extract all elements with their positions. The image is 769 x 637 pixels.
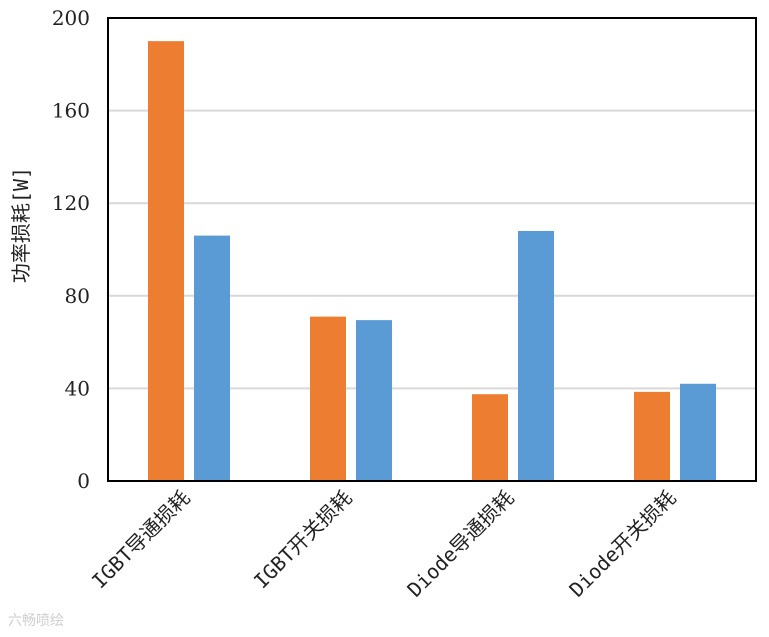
bars: [148, 41, 716, 482]
y-axis-label: 功率损耗[W]: [9, 167, 33, 283]
y-tick-label: 200: [52, 6, 90, 30]
y-tick-label: 40: [65, 376, 90, 400]
x-tick-label: IGBT开关损耗: [249, 486, 357, 594]
x-tick-labels: IGBT导通损耗 IGBT开关损耗 Diode导通损耗 Diode开关损耗: [87, 486, 681, 602]
bar-2-series-0: [472, 394, 508, 481]
bar-3-series-1: [680, 383, 716, 481]
y-tick-labels: 0 40 80 120 160 200: [52, 6, 90, 493]
bar-0-series-0: [148, 41, 184, 482]
x-tick-label: Diode开关损耗: [564, 486, 680, 602]
bar-2-series-1: [518, 230, 554, 481]
bar-1-series-1: [356, 320, 392, 481]
bar-1-series-0: [310, 316, 346, 481]
y-tick-label: 0: [77, 469, 90, 493]
plot-frame: [107, 17, 757, 482]
x-tick-label: IGBT导通损耗: [87, 486, 195, 594]
y-tick-label: 80: [65, 284, 90, 308]
watermark: 六畅喷绘: [8, 613, 64, 629]
y-tick-label: 120: [52, 191, 90, 215]
bar-3-series-0: [634, 391, 670, 481]
x-tick-label: Diode导通损耗: [402, 486, 518, 602]
y-tick-label: 160: [52, 99, 90, 123]
bar-0-series-1: [194, 235, 230, 481]
